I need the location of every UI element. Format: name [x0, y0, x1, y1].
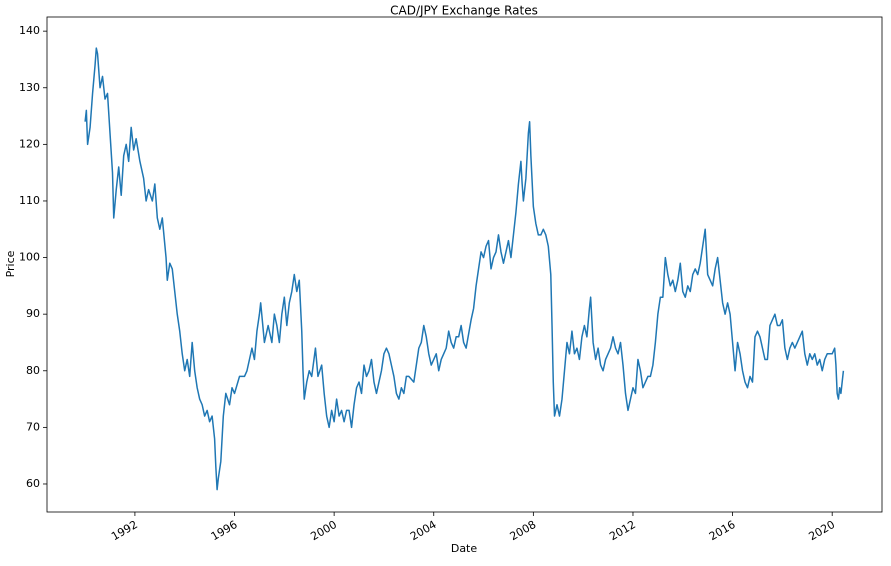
x-tick-label: 1992: [109, 518, 140, 543]
x-tick-label: 2000: [308, 518, 339, 543]
x-tick-label: 2004: [408, 518, 439, 543]
plot-frame: [46, 16, 883, 513]
x-tick-label: 2016: [707, 518, 738, 543]
x-tick-label: 2008: [508, 518, 539, 543]
y-tick-label: 110: [19, 194, 40, 207]
x-tick-label: 1996: [209, 518, 240, 543]
y-tick-label: 130: [19, 81, 40, 94]
y-axis-label: Price: [4, 250, 17, 277]
y-tick-label: 120: [19, 137, 40, 150]
y-tick-label: 80: [26, 364, 40, 377]
y-tick-label: 100: [19, 251, 40, 264]
y-tick-label: 140: [19, 24, 40, 37]
x-axis-label: Date: [451, 542, 478, 555]
chart-title: CAD/JPY Exchange Rates: [390, 4, 538, 18]
price-line: [84, 47, 845, 491]
y-tick-label: 90: [26, 307, 40, 320]
y-tick-label: 70: [26, 420, 40, 433]
y-tick-label: 60: [26, 477, 40, 490]
x-tick-label: 2012: [607, 518, 638, 543]
x-tick-label: 2020: [806, 518, 837, 543]
